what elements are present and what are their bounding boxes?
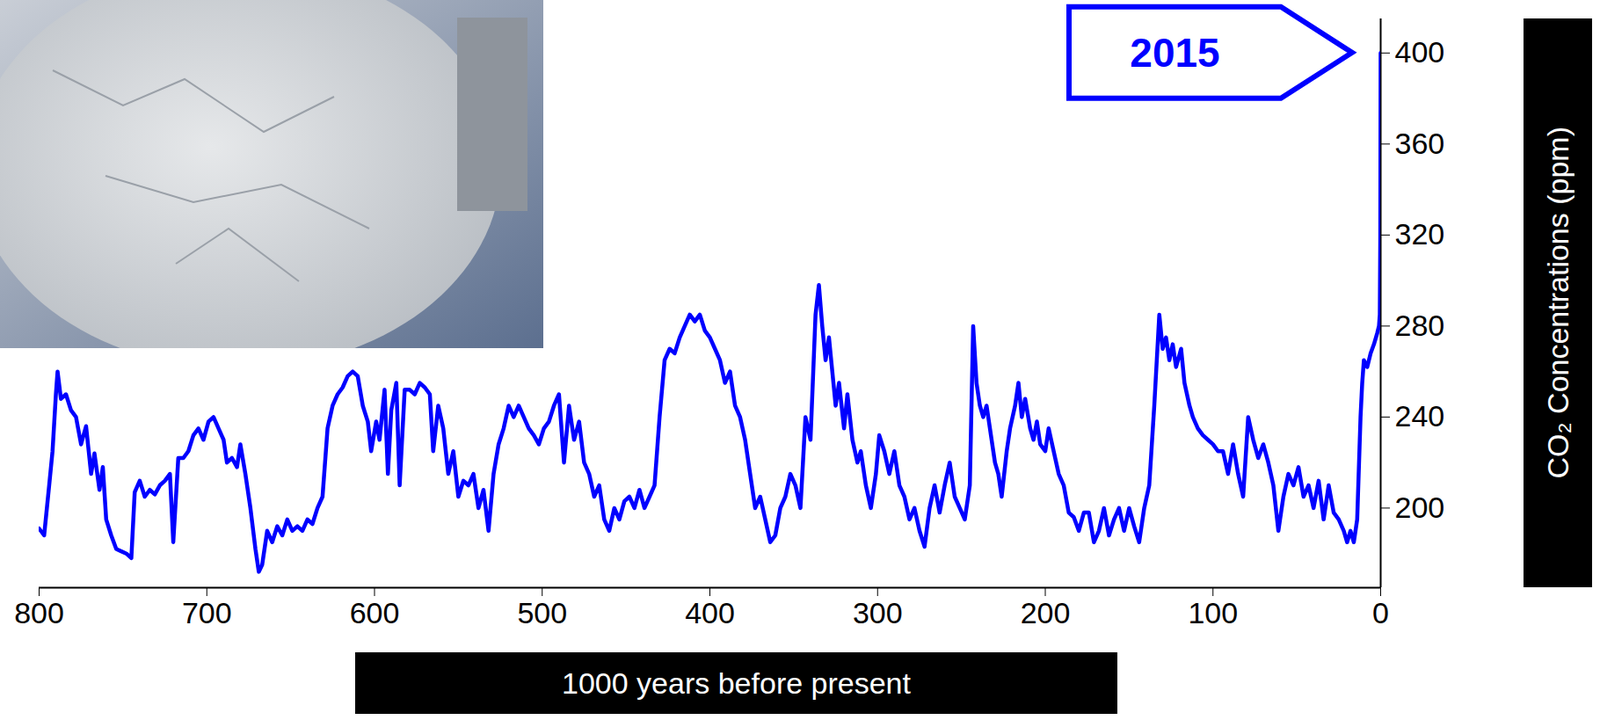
svg-text:100: 100 — [1187, 596, 1238, 630]
svg-text:600: 600 — [349, 596, 400, 630]
svg-text:200: 200 — [1020, 596, 1071, 630]
svg-text:400: 400 — [684, 596, 735, 630]
svg-text:200: 200 — [1395, 490, 1446, 524]
svg-text:700: 700 — [181, 596, 233, 630]
svg-text:240: 240 — [1395, 399, 1446, 433]
svg-text:300: 300 — [852, 596, 903, 630]
svg-text:0: 0 — [1372, 596, 1390, 630]
svg-text:2015: 2015 — [1129, 29, 1220, 76]
svg-text:280: 280 — [1395, 308, 1446, 342]
svg-text:320: 320 — [1395, 217, 1446, 251]
svg-text:800: 800 — [14, 596, 65, 630]
html-text:CO₂ Concentrations (ppm): CO₂ Concentrations (ppm) — [1540, 126, 1575, 479]
svg-text:500: 500 — [516, 596, 568, 630]
html-text:1000 years before present: 1000 years before present — [561, 665, 911, 700]
svg-text:400: 400 — [1395, 35, 1446, 69]
svg-text:360: 360 — [1395, 126, 1446, 160]
